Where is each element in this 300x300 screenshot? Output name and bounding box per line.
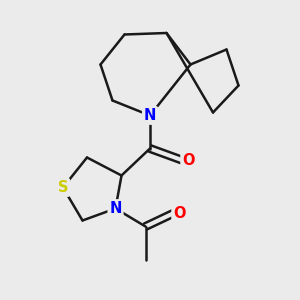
Text: N: N — [144, 108, 156, 123]
Text: S: S — [58, 180, 68, 195]
Text: O: O — [173, 206, 186, 220]
Text: O: O — [182, 153, 195, 168]
Text: N: N — [109, 201, 122, 216]
